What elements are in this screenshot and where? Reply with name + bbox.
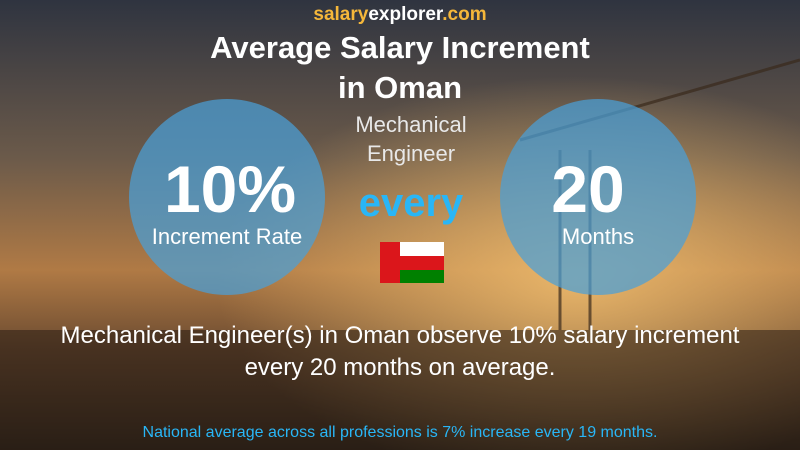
increment-label: Increment Rate	[152, 224, 302, 249]
right-circle	[500, 99, 696, 295]
summary-line: Mechanical Engineer(s) in Oman observe 1…	[61, 322, 740, 349]
job-line: Mechanical	[355, 112, 466, 137]
connector: every	[359, 181, 464, 225]
job-line: Engineer	[367, 141, 455, 166]
months-value: 20	[551, 152, 624, 226]
footnote: National average across all professions …	[143, 424, 658, 441]
brand-part: explorer	[368, 4, 444, 25]
title-line: in Oman	[338, 70, 462, 105]
oman-flag	[380, 242, 444, 283]
ground	[0, 330, 800, 450]
brand: salaryexplorer.com	[313, 4, 486, 25]
left-circle	[129, 99, 325, 295]
summary-line: every 20 months on average.	[245, 354, 556, 381]
months-label: Months	[562, 224, 634, 249]
brand-part: salary	[313, 4, 368, 25]
brand-part: .com	[442, 4, 486, 25]
title-line: Average Salary Increment	[210, 30, 590, 65]
increment-value: 10%	[164, 152, 296, 226]
